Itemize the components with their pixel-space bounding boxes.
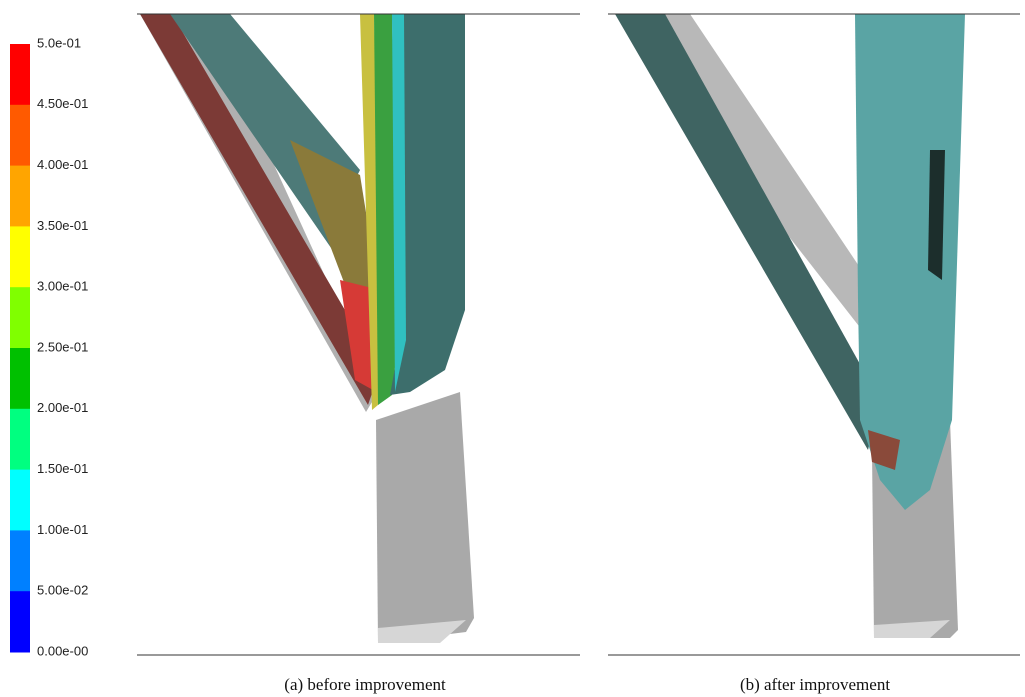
colorbar-label: 3.50e-01 xyxy=(37,218,88,233)
colorbar-label: 3.00e-01 xyxy=(37,279,88,294)
colorbar-segment xyxy=(10,287,30,348)
colorbar-segment xyxy=(10,470,30,531)
colorbar-label: 4.50e-01 xyxy=(37,96,88,111)
panel-a: (a) before improvement xyxy=(137,14,580,694)
colorbar-segment xyxy=(10,591,30,652)
caption: (a) before improvement xyxy=(284,675,446,694)
colorbar-label: 4.00e-01 xyxy=(37,157,88,172)
colorbar-label: 5.0e-01 xyxy=(37,35,81,50)
colorbar-segment xyxy=(10,409,30,470)
column xyxy=(376,392,474,643)
colorbar-label: 0.00e-00 xyxy=(37,643,88,658)
colorbar-label: 5.00e-02 xyxy=(37,583,88,598)
colorbar-label: 2.00e-01 xyxy=(37,400,88,415)
colorbar-segment xyxy=(10,166,30,227)
contour-teal-strut xyxy=(615,14,880,450)
colorbar-label: 1.00e-01 xyxy=(37,522,88,537)
caption: (b) after improvement xyxy=(740,675,890,694)
colorbar-label: 1.50e-01 xyxy=(37,461,88,476)
colorbar-segment xyxy=(10,105,30,166)
colorbar: 5.0e-01 4.50e-01 4.00e-01 3.50e-01 3.00e-01 2… xyxy=(10,35,88,658)
figure: (a) before improvement (b) after improve… xyxy=(0,0,1025,697)
colorbar-segment xyxy=(10,530,30,591)
colorbar-segment xyxy=(10,44,30,105)
colorbar-label: 2.50e-01 xyxy=(37,339,88,354)
colorbar-segment xyxy=(10,348,30,409)
colorbar-segment xyxy=(10,226,30,287)
panel-b: (b) after improvement xyxy=(608,14,1020,694)
